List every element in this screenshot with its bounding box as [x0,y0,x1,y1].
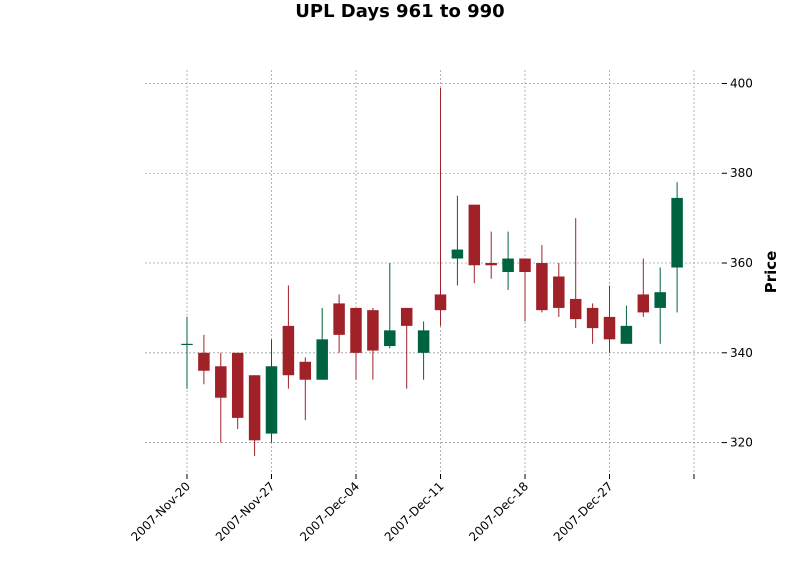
x-tick-label: 2007-Nov-20 [128,479,193,544]
candle-up [620,305,633,344]
candle-body [265,366,278,434]
candle-up [654,267,666,344]
candle-body [215,366,227,398]
y-axis: 320 340 360 380 400 [722,76,753,450]
candle-body [671,197,683,268]
candle-body [333,303,345,335]
candle-body [400,307,413,326]
candle-body [316,339,328,380]
candle-down [569,218,582,329]
candle-body [536,263,548,311]
x-tick-label: 2007-Dec-04 [297,479,362,544]
y-tick-label: 340 [730,346,753,360]
candle-body [637,294,650,313]
candle-body [468,204,481,266]
x-axis: 2007-Nov-20 2007-Nov-27 2007-Dec-04 2007-De… [128,474,695,544]
candle-up [384,263,396,349]
candle-body [417,330,430,353]
candle-up [451,195,464,286]
candle-down [519,258,531,322]
candle-body [367,310,379,351]
candle-down [536,245,548,313]
candle-body [603,316,616,340]
candle-body [248,375,261,441]
candle-down [553,263,565,317]
candle-body [654,292,666,308]
y-tick-label: 380 [730,166,753,180]
candle-down [198,334,210,385]
candle-body [198,352,210,371]
candle-up [265,339,278,443]
y-tick-label: 360 [730,256,753,270]
candles [181,87,683,457]
candle-up [671,182,683,313]
candle-down [350,307,362,380]
candle-down [434,87,447,326]
candle-body [384,330,396,347]
x-tick-label: 2007-Nov-27 [213,479,278,544]
candle-down [333,294,345,353]
candle-down [248,375,261,457]
candle-body [502,258,514,272]
x-tick-label: 2007-Dec-18 [466,479,531,544]
candle-up [181,316,193,389]
candle-body [451,249,464,259]
candle-down [282,285,295,389]
y-tick-label: 320 [730,436,753,450]
candle-body [553,276,565,308]
candle-body [282,325,295,376]
candle-up [316,307,328,380]
y-tick-label: 400 [730,76,753,90]
candle-down [299,357,312,421]
grid [145,70,722,474]
candle-down [603,285,616,353]
candle-down [367,307,379,380]
candle-body [181,343,193,346]
candle-body [569,298,582,320]
candle-body [231,352,244,418]
candle-body [586,307,599,329]
candle-body [350,307,362,353]
x-tick-label: 2007-Dec-27 [551,479,616,544]
candle-down [215,352,227,443]
candle-down [400,307,413,389]
candle-down [586,303,599,344]
candle-body [620,325,633,344]
candle-down [468,204,481,284]
chart-title: UPL Days 961 to 990 [295,1,504,22]
candle-body [485,263,497,266]
candle-down [485,231,497,279]
candle-up [417,321,430,380]
candle-down [231,352,244,430]
y-axis-label: Price [762,251,780,294]
x-tick-label: 2007-Dec-11 [382,479,447,544]
candle-down [637,258,650,317]
candle-body [519,258,531,272]
candle-body [299,361,312,380]
candle-body [434,294,447,311]
candle-up [502,231,514,290]
